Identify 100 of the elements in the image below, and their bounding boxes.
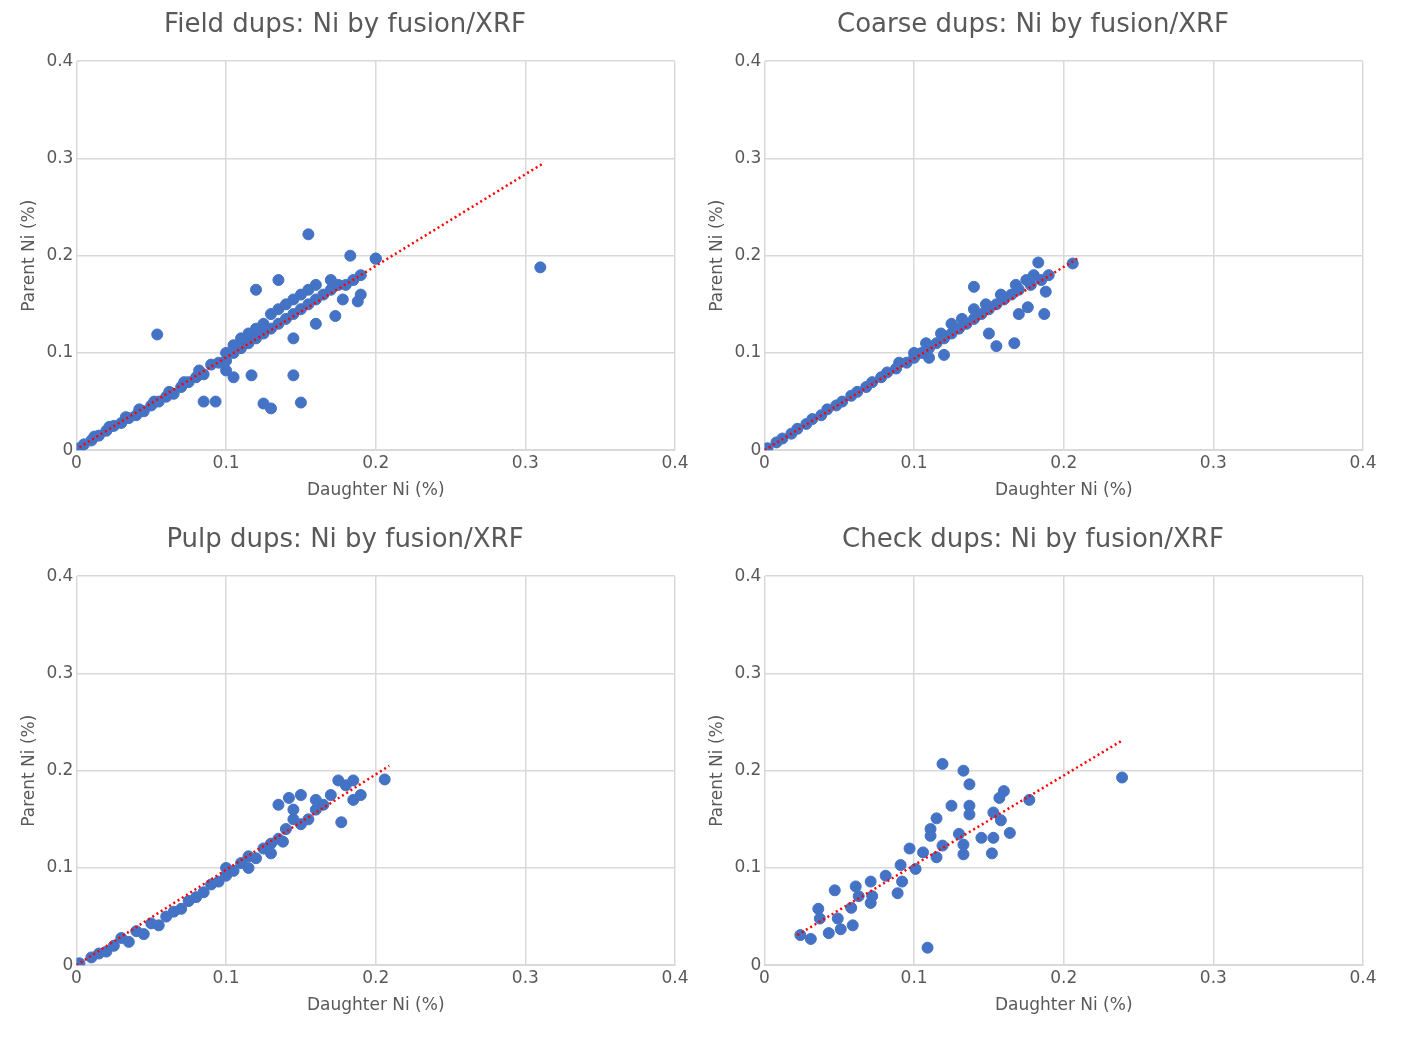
y-tick-label: 0.4 <box>734 49 762 70</box>
y-tick-label: 0.1 <box>46 856 74 877</box>
chart-title: Pulp dups: Ni by fusion/XRF <box>166 523 524 554</box>
x-axis-title: Daughter Ni (%) <box>306 994 445 1015</box>
y-tick-label: 0.4 <box>734 564 762 585</box>
point <box>831 912 844 925</box>
point <box>894 859 907 872</box>
point <box>804 932 817 945</box>
point <box>828 884 841 897</box>
point <box>324 789 337 802</box>
point <box>930 812 943 825</box>
y-axis-title: Parent Ni (%) <box>17 714 38 827</box>
point <box>294 789 307 802</box>
point <box>378 773 391 786</box>
x-tick-label: 0.3 <box>1199 451 1227 472</box>
point <box>287 803 300 816</box>
point <box>197 886 210 899</box>
x-tick-label: 0.1 <box>900 966 928 987</box>
point <box>917 846 930 859</box>
point <box>137 928 150 941</box>
y-tick-label: 0.3 <box>46 146 74 167</box>
y-tick-label: 0.3 <box>734 661 762 682</box>
y-tick-label: 0.3 <box>46 661 74 682</box>
point <box>936 757 949 770</box>
x-tick-label: 0.1 <box>212 451 240 472</box>
point <box>335 816 348 829</box>
x-tick-label: 0.4 <box>1349 451 1377 472</box>
y-tick-label: 0.2 <box>734 759 762 780</box>
y-tick-label: 0.2 <box>46 244 74 265</box>
y-axis-title: Parent Ni (%) <box>705 199 726 312</box>
point <box>347 774 360 787</box>
point <box>975 831 988 844</box>
y-tick-label: 0.2 <box>46 759 74 780</box>
point <box>250 852 263 865</box>
y-tick-label: 0.4 <box>46 49 74 70</box>
point <box>993 791 1006 804</box>
point <box>276 835 289 848</box>
point <box>122 935 135 948</box>
x-axis-title: Daughter Ni (%) <box>994 479 1133 500</box>
point <box>864 875 877 888</box>
point <box>952 827 965 840</box>
point <box>930 851 943 864</box>
point <box>846 919 859 932</box>
point <box>903 842 916 855</box>
y-tick-label: 0.2 <box>734 244 762 265</box>
y-tick-label: 0.4 <box>46 564 74 585</box>
y-tick-label: 0.1 <box>46 341 74 362</box>
point <box>812 902 825 915</box>
point <box>957 838 970 851</box>
point <box>107 939 120 952</box>
x-axis-title: Daughter Ni (%) <box>994 994 1133 1015</box>
point <box>852 890 865 903</box>
x-axis-title: Daughter Ni (%) <box>306 479 445 500</box>
chart-title: Field dups: Ni by fusion/XRF <box>164 8 526 39</box>
point <box>834 923 847 936</box>
point <box>845 901 858 914</box>
point <box>1116 771 1129 784</box>
point <box>282 791 295 804</box>
x-tick-label: 0.2 <box>362 451 390 472</box>
x-tick-label: 0.1 <box>212 966 240 987</box>
point <box>957 848 970 861</box>
point <box>987 831 1000 844</box>
x-tick-label: 0.3 <box>511 451 539 472</box>
point <box>309 793 322 806</box>
y-tick-label: 0.3 <box>734 146 762 167</box>
point <box>849 880 862 893</box>
point <box>921 941 934 954</box>
point <box>242 861 255 874</box>
chart-title: Coarse dups: Ni by fusion/XRF <box>836 8 1230 39</box>
point <box>879 869 892 882</box>
chart-title: Check dups: Ni by fusion/XRF <box>842 523 1224 554</box>
x-tick-label: 0.4 <box>661 451 689 472</box>
point <box>891 887 904 900</box>
point <box>175 902 188 915</box>
point <box>264 847 277 860</box>
x-tick-label: 0.3 <box>511 966 539 987</box>
point <box>957 764 970 777</box>
point <box>347 793 360 806</box>
x-tick-label: 0.2 <box>362 966 390 987</box>
point <box>994 814 1007 827</box>
point <box>1003 826 1016 839</box>
x-tick-label: 0.2 <box>1050 966 1078 987</box>
x-tick-label: 0.4 <box>1349 966 1377 987</box>
y-axis-title: Parent Ni (%) <box>17 199 38 312</box>
x-tick-label: 0.2 <box>1050 451 1078 472</box>
point <box>272 798 285 811</box>
point <box>963 778 976 791</box>
point <box>896 875 909 888</box>
y-tick-label: 0.1 <box>734 856 762 877</box>
y-axis-title: Parent Ni (%) <box>705 714 726 827</box>
x-tick-label: 0.4 <box>661 966 689 987</box>
point <box>909 862 922 875</box>
x-tick-label: 0.3 <box>1199 966 1227 987</box>
point <box>936 839 949 852</box>
point <box>822 927 835 940</box>
x-tick-label: 0.1 <box>900 451 928 472</box>
point <box>987 806 1000 819</box>
point <box>985 847 998 860</box>
point <box>945 799 958 812</box>
y-tick-label: 0.1 <box>734 341 762 362</box>
